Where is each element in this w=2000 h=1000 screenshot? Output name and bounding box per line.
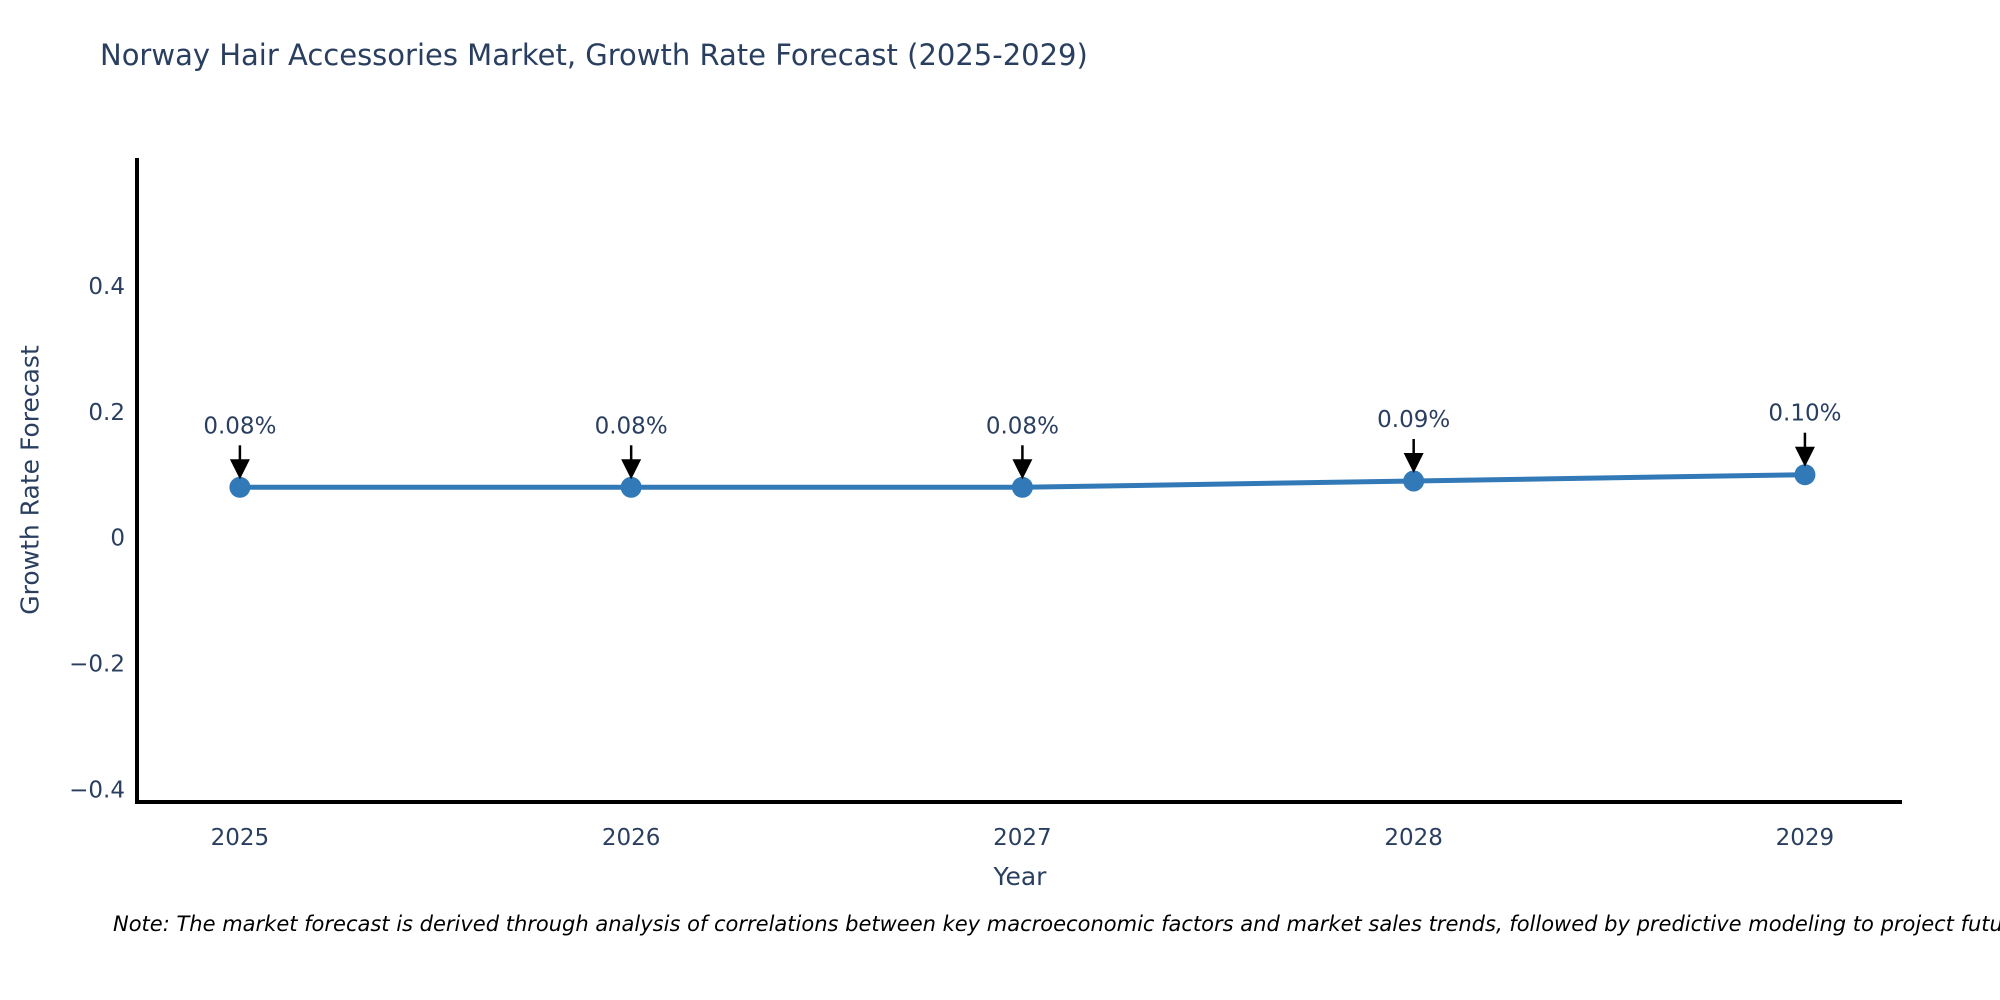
- x-tick-label: 2029: [1776, 825, 1835, 851]
- annotation-label: 0.08%: [595, 413, 668, 439]
- y-tick-label: −0.4: [69, 777, 125, 803]
- footnote: Note: The market forecast is derived thr…: [113, 912, 2000, 936]
- annotation-arrow-head-icon: [229, 459, 250, 480]
- annotation-arrow-head-icon: [1012, 459, 1033, 480]
- x-axis-title: Year: [993, 862, 1047, 891]
- annotation-arrow-head-icon: [621, 459, 642, 480]
- y-tick-label: 0: [110, 526, 125, 552]
- annotation-label: 0.10%: [1768, 401, 1841, 427]
- y-tick-label: 0.4: [88, 274, 125, 300]
- x-tick-label: 2026: [602, 825, 661, 851]
- annotation-label: 0.09%: [1377, 407, 1450, 433]
- annotation-label: 0.08%: [986, 413, 1059, 439]
- data-point-marker: [620, 476, 642, 498]
- y-tick-label: −0.2: [69, 652, 125, 678]
- y-tick-label: 0.2: [88, 400, 125, 426]
- x-tick-label: 2028: [1384, 825, 1443, 851]
- annotation-arrow-head-icon: [1403, 453, 1424, 473]
- x-tick-label: 2025: [211, 825, 270, 851]
- annotation-arrow-head-icon: [1794, 446, 1815, 467]
- x-tick-label: 2027: [993, 825, 1052, 851]
- data-point-marker: [229, 476, 251, 498]
- annotation-label: 0.08%: [203, 413, 276, 439]
- data-point-marker: [1403, 470, 1425, 492]
- data-point-marker: [1794, 464, 1816, 486]
- data-point-marker: [1011, 476, 1033, 498]
- chart-title: Norway Hair Accessories Market, Growth R…: [100, 38, 1088, 72]
